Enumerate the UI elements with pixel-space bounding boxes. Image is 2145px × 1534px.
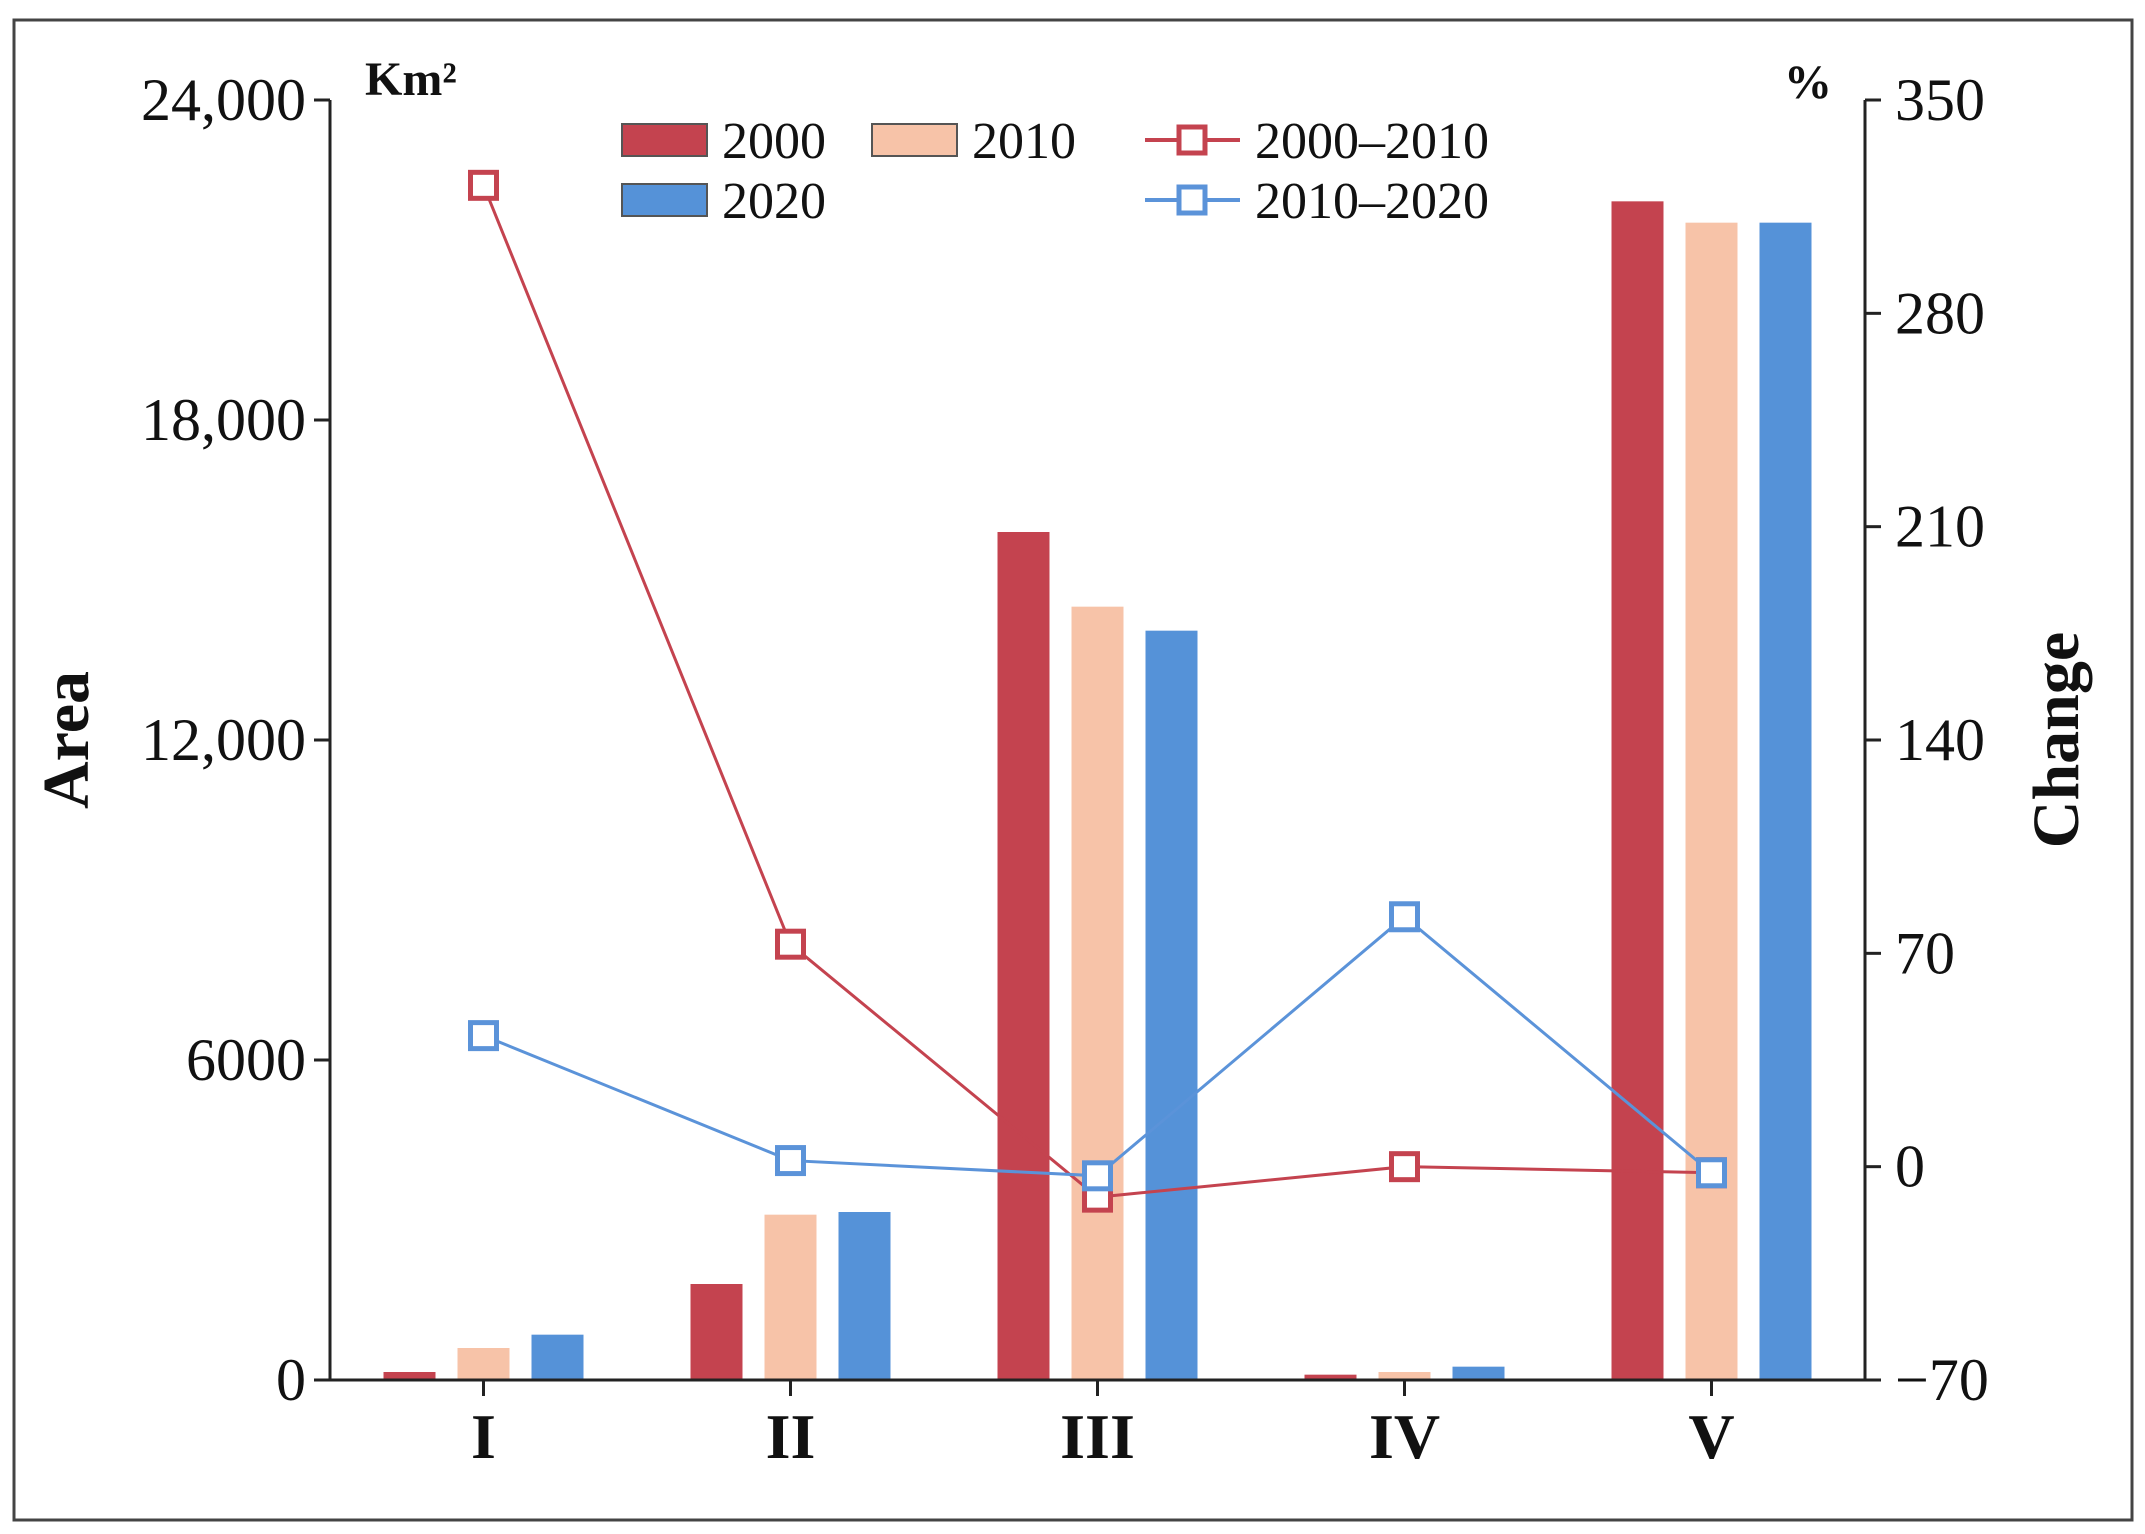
x-category-label: I [471, 1401, 496, 1472]
line-point-2000–2010-I [468, 169, 499, 201]
legend-marker-2000–2010 [1176, 124, 1208, 156]
line-point-2000–2010-II [775, 928, 806, 960]
legend-swatch-2000 [621, 123, 708, 157]
legend-label-2020: 2020 [722, 173, 826, 230]
bar-2020-I [531, 1334, 584, 1380]
line-point-2010–2020-II [775, 1145, 806, 1177]
legend-swatch-2020 [621, 183, 708, 217]
x-category-label: V [1688, 1401, 1734, 1472]
x-category-label: II [766, 1401, 816, 1472]
bar-2010-V [1685, 222, 1738, 1381]
bar-2000-III [997, 532, 1050, 1380]
bar-2000-V [1611, 201, 1664, 1380]
right-axis-unit: % [1784, 56, 1832, 109]
right-tick-label: 280 [1895, 280, 1985, 346]
legend-marker-2010–2020 [1176, 184, 1208, 216]
right-tick-label: −70 [1895, 1347, 1989, 1413]
left-tick-label: 18,000 [141, 387, 306, 453]
legend-label-2010–2020: 2010–2020 [1255, 173, 1489, 230]
right-tick-label: 70 [1895, 920, 1955, 986]
line-point-2000–2010-IV [1389, 1151, 1420, 1183]
bar-2020-II [838, 1212, 891, 1380]
legend-label-2000: 2000 [722, 113, 826, 170]
left-axis-unit: Km² [365, 53, 457, 106]
line-point-2010–2020-V [1696, 1157, 1727, 1189]
left-tick-label: 12,000 [141, 707, 306, 773]
bar-2000-II [690, 1284, 743, 1380]
left-tick-label: 0 [276, 1347, 306, 1413]
bar-2000-IV [1304, 1374, 1357, 1380]
axes-layer: 0 6000 12,000 18,000 24,000 −70 0 70 140 210 280 35… [30, 53, 2093, 1472]
lines-layer [468, 169, 1727, 1213]
right-tick-label: 0 [1895, 1134, 1925, 1200]
bar-2010-IV [1378, 1372, 1431, 1380]
bars-layer [383, 201, 1812, 1381]
bar-2010-I [457, 1348, 510, 1380]
bar-2020-III [1145, 630, 1198, 1380]
bar-2010-III [1071, 606, 1124, 1380]
left-tick-label: 24,000 [141, 67, 306, 133]
line-point-2010–2020-I [468, 1020, 499, 1052]
left-tick-label: 6000 [186, 1027, 306, 1093]
right-tick-label: 210 [1895, 494, 1985, 560]
line-point-2010–2020-III [1082, 1160, 1113, 1192]
bar-2020-V [1759, 222, 1812, 1381]
right-tick-label: 350 [1895, 67, 1985, 133]
bar-2010-II [764, 1214, 817, 1380]
right-tick-label: 140 [1895, 707, 1985, 773]
bar-2000-I [383, 1372, 436, 1380]
legend-label-2010: 2010 [972, 113, 1076, 170]
left-axis-title: Area [30, 671, 103, 809]
right-axis-title: Change [2020, 632, 2093, 848]
line-point-2010–2020-IV [1389, 901, 1420, 933]
x-category-label: III [1060, 1401, 1135, 1472]
bar-2020-IV [1452, 1366, 1505, 1380]
x-category-label: IV [1369, 1401, 1440, 1472]
legend-swatch-2010 [871, 123, 958, 157]
legend-label-2000–2010: 2000–2010 [1255, 113, 1489, 170]
